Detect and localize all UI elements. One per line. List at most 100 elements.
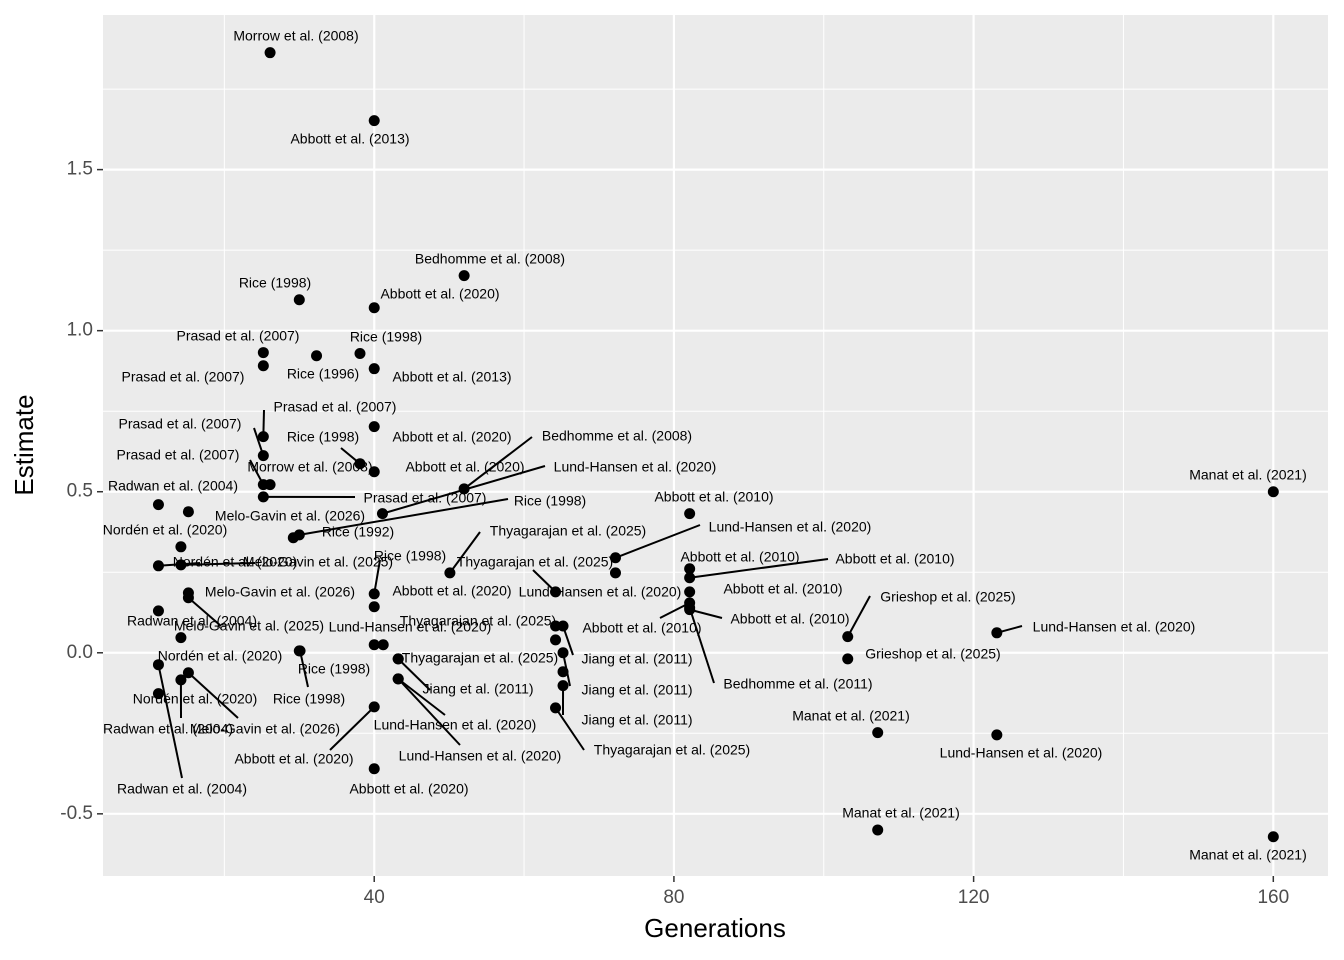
y-tick-label: -0.5 [60, 803, 93, 824]
point-label: Rice (1998) [374, 548, 446, 564]
leader-line [157, 664, 183, 779]
point-label: Melo-Gavin et al. (2026) [205, 584, 355, 600]
point-label: Thyagarajan et al. (2025) [457, 554, 613, 570]
leader-line [299, 498, 509, 536]
point-label: Melo-Gavin et al. (2025) [174, 618, 324, 634]
point-label: Prasad et al. (2007) [364, 490, 487, 506]
point-label: Radwan et al. (2004) [117, 781, 247, 797]
point [368, 588, 380, 600]
point [557, 647, 569, 659]
point [152, 659, 164, 671]
point-label: Rice (1992) [322, 524, 394, 540]
point-label: Prasad et al. (2007) [122, 369, 245, 385]
point-label: Radwan et al. (2004) [108, 478, 238, 494]
point [354, 458, 366, 470]
point-label: Jiang et al. (2011) [581, 712, 692, 728]
point [557, 680, 569, 692]
point [872, 824, 884, 836]
point [152, 499, 164, 511]
point-label: Abbott et al. (2020) [380, 286, 499, 302]
leader-line [463, 436, 533, 490]
point [392, 653, 404, 665]
point [182, 667, 194, 679]
point-label: Manat et al. (2021) [1189, 847, 1307, 863]
point-label: Prasad et al. (2007) [274, 399, 397, 415]
point-label: Abbott et al. (2013) [290, 131, 409, 147]
point [368, 601, 380, 613]
point-label: Rice (1996) [287, 366, 359, 382]
leader-line [397, 678, 461, 746]
x-tick-label: 80 [663, 887, 684, 908]
x-axis-title: Generations [644, 913, 786, 943]
point-label: Bedhomme et al. (2011) [723, 676, 872, 692]
leader-line [449, 531, 481, 574]
x-tick-label: 160 [1257, 887, 1289, 908]
point [458, 483, 470, 495]
point [550, 586, 562, 598]
point-label: Nordén et al. (2020) [133, 691, 258, 707]
leader-line [846, 595, 871, 638]
point-label: Rice (1998) [273, 691, 345, 707]
point-label: Prasad et al. (2007) [119, 416, 242, 432]
y-tick-label: 1.5 [67, 159, 93, 180]
point [368, 363, 380, 375]
point [684, 572, 696, 584]
point-label: Nordén et al. (2020) [158, 648, 283, 664]
point-label: Abbott et al. (2020) [349, 781, 468, 797]
leader-line [688, 607, 715, 684]
point [392, 673, 404, 685]
y-tick-label: 1.0 [67, 320, 93, 341]
point-label: Rice (1998) [298, 661, 370, 677]
point-label: Lund-Hansen et al. (2020) [940, 745, 1103, 761]
point [182, 592, 194, 604]
point-label: Melo-Gavin et al. (2025) [243, 554, 393, 570]
point-label: Abbott et al. (2010) [654, 489, 773, 505]
point [293, 294, 305, 306]
point [609, 552, 621, 564]
point-label: Thyagarajan et al. (2025) [594, 742, 750, 758]
point [684, 563, 696, 575]
point-label: Morrow et al. (2008) [233, 28, 358, 44]
point [991, 627, 1003, 639]
point [444, 567, 456, 579]
point-label: Lund-Hansen et al. (2020) [1033, 619, 1196, 635]
point-label: Abbott et al. (2020) [234, 751, 353, 767]
point-label: Thyagarajan et al. (2025) [400, 613, 556, 629]
point [368, 701, 380, 713]
point [152, 605, 164, 617]
point-label: Lund-Hansen et al. (2020) [519, 584, 682, 600]
point [609, 567, 621, 579]
point [684, 586, 696, 598]
point-label: Nordén et al. (2020) [173, 554, 298, 570]
point [557, 666, 569, 678]
y-tick-label: 0.0 [67, 642, 93, 663]
point [684, 602, 696, 614]
point-label: Abbott et al. (2010) [680, 549, 799, 565]
x-tick-label: 40 [364, 887, 385, 908]
point [311, 350, 323, 362]
point [175, 674, 187, 686]
point [294, 645, 306, 657]
point [872, 727, 884, 739]
leader-line [329, 706, 375, 751]
point-label: Jiang et al. (2011) [581, 682, 692, 698]
point [550, 702, 562, 714]
point-label: Radwan et al. (2004) [103, 721, 233, 737]
point [368, 115, 380, 127]
point [152, 560, 164, 572]
leader-line [615, 524, 701, 559]
point-label: Grieshop et al. (2025) [865, 646, 1000, 662]
point [842, 653, 854, 665]
point-label: Rice (1998) [514, 493, 586, 509]
point-label: Nordén et al. (2020) [103, 522, 228, 538]
point-label: Prasad et al. (2007) [177, 328, 300, 344]
point-label: Melo-Gavin et al. (2026) [190, 721, 340, 737]
point [368, 466, 380, 478]
point-label: Thyagarajan et al. (2025) [490, 523, 646, 539]
point [175, 541, 187, 553]
point-label: Prasad et al. (2007) [117, 447, 240, 463]
point-label: Abbott et al. (2020) [392, 583, 511, 599]
point [257, 431, 269, 443]
point [287, 532, 299, 544]
